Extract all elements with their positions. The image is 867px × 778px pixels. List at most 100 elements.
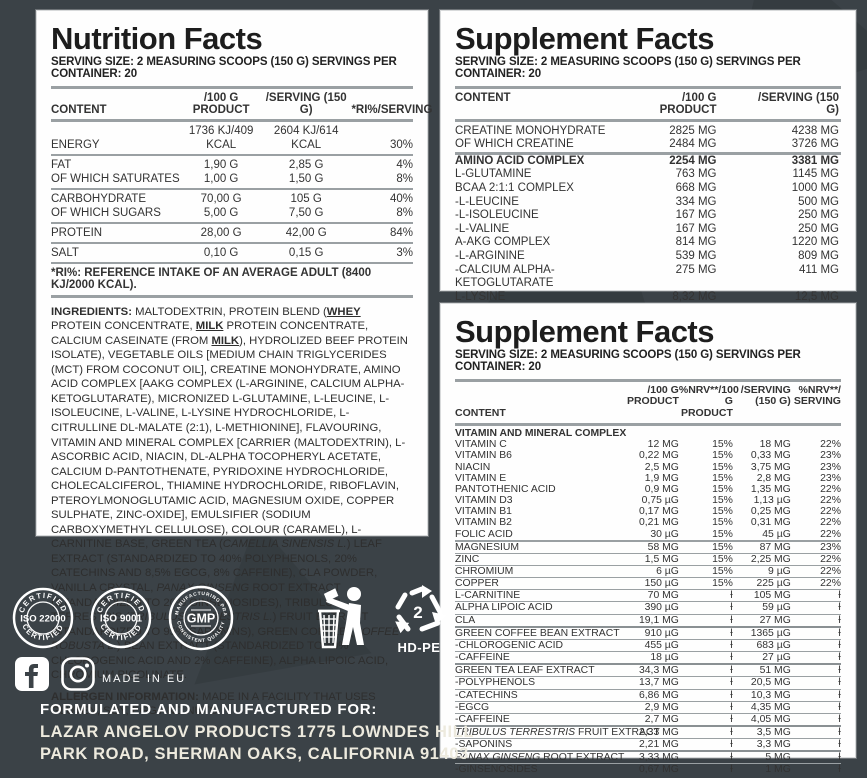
cell: 15% — [712, 541, 733, 553]
cell: 15% — [712, 439, 733, 451]
cell: 19,1 MG — [639, 614, 679, 626]
cell: 13,7 MG — [639, 677, 679, 689]
cell: 4,05 MG — [750, 713, 791, 725]
iso-9001-text: ISO 9001 — [100, 614, 143, 625]
nutrition-serving-line: SERVING SIZE: 2 MEASURING SCOOPS (150 G)… — [51, 55, 397, 80]
cell: 22% — [820, 517, 841, 529]
cell: 0,25 MG — [750, 506, 791, 518]
cell: 1736 KJ/409 KCAL — [188, 124, 254, 151]
cell: 167 MG — [675, 222, 717, 235]
cell: Ɨ — [730, 713, 733, 725]
cell: 9 µG — [768, 565, 791, 577]
table-row: FAT 1,90 G 2,85 G 4% OF WHICH SATURATES 1,00 … — [51, 156, 413, 190]
cell: 4238 MG — [791, 124, 839, 137]
cell: ZINC — [455, 553, 480, 565]
cell: 8,32 MG — [672, 290, 717, 303]
table-row: PANAX GINSENG ROOT EXTRACT 3,33 MG Ɨ 5 MG Ɨ — [455, 750, 841, 763]
social-icons — [14, 656, 96, 692]
cell: 23% — [820, 541, 841, 553]
cell: 2254 MG — [669, 154, 717, 167]
cell: Ɨ — [730, 701, 733, 713]
table-row: GREEN TEA LEAF EXTRACT 34,3 MG Ɨ 51 MG Ɨ — [455, 663, 841, 676]
cell: 15% — [712, 472, 733, 484]
cell: 2,21 MG — [639, 739, 679, 751]
table-row: AMINO ACID COMPLEX 2254 MG 3381 MG — [455, 151, 841, 169]
table-row: TRIBULUS TERRESTRIS FRUIT EXTRACT 2,33 MG… — [455, 725, 841, 738]
cell: 668 MG — [675, 181, 717, 194]
cell: 455 µG — [644, 639, 679, 651]
nutrition-footnote: *RI%: REFERENCE INTAKE OF AN AVERAGE ADU… — [51, 264, 413, 298]
table-row: MAGNESIUM 58 MG 15% 87 MG 23% — [455, 540, 841, 553]
instagram-icon — [61, 657, 95, 691]
cell: 683 µG — [756, 639, 791, 651]
cell: Ɨ — [838, 602, 841, 614]
column-header: %NRV**/SERVING — [793, 383, 841, 408]
supplement-bottom-table: CONTENT/100 G PRODUCT %NRV**/100 G PRODUCT /… — [455, 378, 841, 778]
table-row: PROTEIN 28,00 G 42,00 G 84% — [51, 224, 413, 244]
cell: 2,7 MG — [644, 713, 679, 725]
cell: -L-VALINE — [455, 222, 510, 235]
cell: 15% — [712, 483, 733, 495]
cell: -CHLOROGENIC ACID — [455, 639, 563, 651]
cell: 0,15 G — [288, 246, 324, 259]
supplement-facts-panel-top: Supplement Facts SERVING SIZE: 2 MEASURI… — [440, 10, 856, 344]
cell: VITAMIN B1 — [455, 506, 512, 518]
cell: 7,50 G — [288, 206, 324, 219]
cell: 0,31 MG — [750, 517, 791, 529]
cell: -L-LEUCINE — [455, 195, 519, 208]
cell: 70,00 G — [200, 192, 242, 205]
table-row: VITAMIN C 12 MG 15% 18 MG 22% — [455, 439, 841, 450]
supplement-facts-panel-bottom: Supplement Facts SERVING SIZE: 2 MEASURI… — [440, 303, 856, 775]
cell: -POLYPHENOLS — [455, 677, 536, 689]
cell: 763 MG — [675, 168, 717, 181]
cell: 2,9 MG — [644, 701, 679, 713]
cell: 34,3 MG — [639, 665, 679, 677]
cell: 0,33 MG — [750, 450, 791, 462]
column-header: /SERVING (150 G) — [758, 91, 839, 116]
cell — [791, 428, 841, 439]
cell: OF WHICH CREATINE — [455, 138, 574, 151]
cell: Ɨ — [838, 701, 841, 713]
cell: 2484 MG — [669, 138, 717, 151]
cell: 22% — [820, 439, 841, 451]
cell: 3726 MG — [791, 138, 839, 151]
cell: 30% — [389, 138, 413, 151]
table-row: -CHLOROGENIC ACID 455 µG Ɨ 683 µG Ɨ — [455, 638, 841, 651]
cell: VITAMIN E — [455, 472, 507, 484]
table-row: ENERGY 1736 KJ/409 KCAL 2604 KJ/614 KCAL 30… — [51, 122, 413, 156]
cell: 18 µG — [650, 652, 679, 664]
cell: CLA — [455, 614, 476, 626]
cell: 225 µG — [756, 578, 791, 590]
table-row: -L-ISOLEUCINE 167 MG 250 MG — [455, 209, 841, 223]
cell: 250 MG — [798, 209, 839, 222]
cell: 22% — [820, 506, 841, 518]
cell: 4,35 MG — [750, 701, 791, 713]
cell: L-GLUTAMINE — [455, 168, 532, 181]
cell: 334 MG — [675, 195, 717, 208]
cell: 6 µG — [656, 565, 679, 577]
table-row: -L-ARGININE 539 MG 809 MG — [455, 250, 841, 264]
cell: 3,3 MG — [756, 739, 791, 751]
cell: TRIBULUS TERRESTRIS FRUIT EXTRACT — [455, 727, 660, 739]
cell: 5,00 G — [203, 206, 239, 219]
cell: 23% — [820, 461, 841, 473]
cell: 10,3 MG — [750, 689, 791, 701]
table-row: A-AKG COMPLEX 814 MG 1220 MG — [455, 236, 841, 250]
cell: Ɨ — [838, 639, 841, 651]
cell: 167 MG — [675, 209, 717, 222]
cell: 1,35 MG — [750, 483, 791, 495]
cell: 1 MG — [765, 764, 791, 776]
cell: 1000 MG — [791, 181, 839, 194]
cell: -CAFFEINE — [455, 713, 510, 725]
cell: 22% — [820, 483, 841, 495]
cell: OF WHICH SUGARS — [51, 206, 161, 219]
cell: 15% — [712, 506, 733, 518]
supplement-bottom-table-body: VITAMIN AND MINERAL COMPLEX VITAMIN C 12 M… — [455, 426, 841, 776]
cell: 22% — [820, 565, 841, 577]
supplement-top-serving-line: SERVING SIZE: 2 MEASURING SCOOPS (150 G)… — [455, 55, 801, 80]
table-row: CREATINE MONOHYDRATE 2825 MG 4238 MG — [455, 122, 841, 139]
cell: Ɨ — [730, 739, 733, 751]
cell: -SAPONINS — [455, 739, 513, 751]
cell: 87 MG — [759, 541, 791, 553]
